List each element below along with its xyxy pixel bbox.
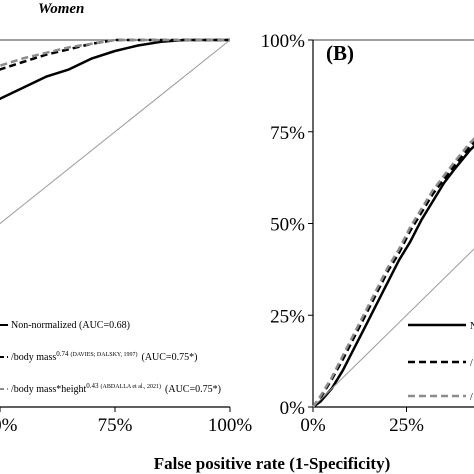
legend-body-mass-cite: (DAVIES; DALSKY, 1997) [71, 351, 138, 358]
legend-body-mass-height-main: /body mass*height [11, 384, 86, 395]
panel-a-series-reference [0, 39, 231, 225]
legend-body-mass-sup: 0.74 [56, 350, 69, 358]
panel-b-y-tick-label: 50% [270, 215, 305, 236]
panel-a-x-tick-label: 50% [0, 415, 18, 436]
panel-b-y-tick-label: 100% [261, 31, 306, 52]
panel-b-y-tick-label: 75% [270, 123, 305, 144]
panel-b-y-tick-label: 25% [270, 306, 305, 327]
panel-a-series-2 [0, 38, 230, 68]
legend-body-mass-auc: (AUC=0.75*) [141, 352, 197, 363]
panel-a-x-tick-label: 100% [208, 415, 253, 436]
legend-body-mass-height-sup: 0.43 [86, 382, 99, 390]
legend-b-label-3: / [470, 392, 473, 403]
legend-label-body-mass: /body mass0.74 (DAVIES; DALSKY, 1997) (AUC… [11, 350, 197, 363]
panel-b-series-2 [311, 137, 474, 408]
legend-body-mass-height-auc: (AUC=0.75*) [165, 384, 221, 395]
panel-b-series-1 [312, 140, 474, 408]
panel-b-y-tick-label: 0% [280, 398, 306, 419]
legend-label-non-normalized: Non-normalized (AUC=0.68) [11, 320, 130, 331]
panel-a: 50% 75% 100% Non-normalized (AUC=0.68) /bo… [0, 38, 253, 436]
panel-b-legend: N / / [408, 321, 474, 403]
legend-label-body-mass-height: /body mass*height0.43 (ABDALLA et al., 20… [11, 382, 221, 395]
panel-b-x-tick-label: 0% [300, 415, 326, 436]
panel-b-label: (B) [326, 41, 354, 65]
panel-b-x-tick-label: 25% [389, 415, 424, 436]
panel-b-series-reference [312, 248, 474, 408]
panel-a-legend: Non-normalized (AUC=0.68) /body mass0.74… [0, 320, 221, 395]
legend-b-label-1: N [470, 321, 474, 332]
legend-b-label-2: / [470, 358, 473, 369]
x-axis-title: False positive rate (1-Specificity) [154, 454, 391, 473]
panel-b: (B) 0% 25% 0% 25% 50% 75% 100% N / / [261, 31, 474, 436]
legend-body-mass-main: /body mass [11, 352, 56, 363]
subset-title: Women [38, 1, 84, 17]
legend-body-mass-height-cite: (ABDALLA et al., 2021) [101, 383, 162, 390]
panel-a-x-tick-label: 75% [98, 415, 133, 436]
panel-b-series-0 [312, 144, 474, 409]
